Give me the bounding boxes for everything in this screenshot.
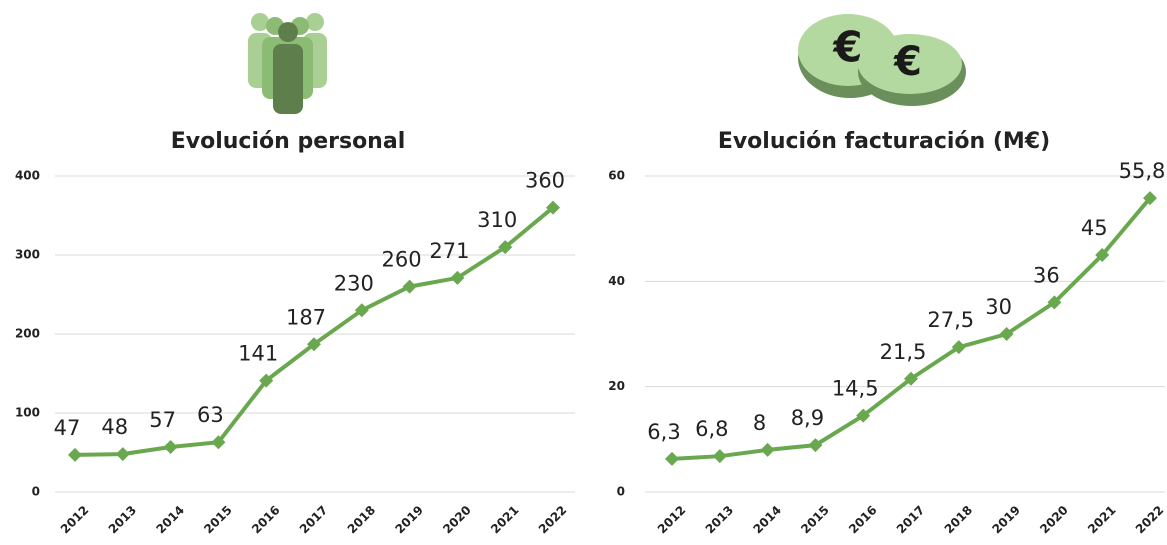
data-label: 30 xyxy=(985,295,1012,319)
x-tick-label: 2022 xyxy=(536,503,570,537)
x-tick-label: 2015 xyxy=(798,503,832,537)
data-label: 6,3 xyxy=(647,420,680,444)
x-tick-label: 2013 xyxy=(703,503,737,537)
y-tick-label: 200 xyxy=(15,327,40,341)
y-tick-label: 0 xyxy=(32,485,40,499)
data-label: 260 xyxy=(382,248,422,272)
data-label: 36 xyxy=(1033,263,1060,287)
x-tick-label: 2020 xyxy=(1037,503,1071,537)
x-tick-label: 2016 xyxy=(846,503,880,537)
data-label: 360 xyxy=(525,169,565,193)
data-label: 47 xyxy=(54,416,81,440)
x-tick-label: 2013 xyxy=(106,503,140,537)
x-tick-label: 2012 xyxy=(655,503,689,537)
marker xyxy=(665,452,679,466)
marker xyxy=(403,280,417,294)
x-tick-label: 2021 xyxy=(1085,503,1119,537)
chart-title: Evolución personal xyxy=(171,129,405,154)
y-tick-label: 100 xyxy=(15,406,40,420)
x-tick-label: 2014 xyxy=(750,503,784,537)
y-tick-label: 60 xyxy=(608,169,625,183)
x-tick-label: 2022 xyxy=(1133,503,1167,537)
marker xyxy=(761,443,775,457)
marker xyxy=(164,440,178,454)
page: € € Evolución personal010020030040020122… xyxy=(0,0,1167,541)
y-tick-label: 0 xyxy=(617,485,625,499)
x-tick-label: 2017 xyxy=(297,503,331,537)
x-tick-label: 2019 xyxy=(989,503,1023,537)
x-tick-label: 2018 xyxy=(345,503,379,537)
x-tick-label: 2014 xyxy=(153,503,187,537)
data-label: 14,5 xyxy=(832,377,879,401)
marker xyxy=(116,447,130,461)
x-tick-label: 2018 xyxy=(942,503,976,537)
data-label: 57 xyxy=(149,408,176,432)
coins-icon: € € xyxy=(798,14,966,106)
data-label: 8 xyxy=(753,411,766,435)
data-label: 55,8 xyxy=(1119,159,1166,183)
data-label: 63 xyxy=(197,403,224,427)
y-tick-label: 20 xyxy=(608,379,625,393)
y-tick-label: 400 xyxy=(15,169,40,183)
x-tick-label: 2019 xyxy=(392,503,426,537)
x-tick-label: 2016 xyxy=(249,503,283,537)
x-tick-label: 2015 xyxy=(201,503,235,537)
x-tick-label: 2020 xyxy=(440,503,474,537)
data-label: 45 xyxy=(1081,216,1108,240)
chart-title: Evolución facturación (M€) xyxy=(718,129,1050,154)
data-label: 21,5 xyxy=(880,340,927,364)
data-label: 8,9 xyxy=(791,406,824,430)
line xyxy=(672,198,1150,459)
marker xyxy=(713,449,727,463)
x-tick-label: 2012 xyxy=(58,503,92,537)
data-label: 230 xyxy=(334,271,374,295)
x-tick-label: 2021 xyxy=(488,503,522,537)
y-tick-label: 300 xyxy=(15,248,40,262)
data-label: 6,8 xyxy=(695,417,728,441)
y-tick-label: 40 xyxy=(608,274,625,288)
data-label: 48 xyxy=(101,415,128,439)
data-label: 271 xyxy=(429,239,469,263)
data-label: 310 xyxy=(477,208,517,232)
data-label: 141 xyxy=(238,342,278,366)
marker xyxy=(68,448,82,462)
data-label: 27,5 xyxy=(927,308,974,332)
line xyxy=(75,208,553,455)
svg-text:€: € xyxy=(893,39,922,85)
people-icon xyxy=(248,13,327,114)
x-tick-label: 2017 xyxy=(894,503,928,537)
data-label: 187 xyxy=(286,305,326,329)
